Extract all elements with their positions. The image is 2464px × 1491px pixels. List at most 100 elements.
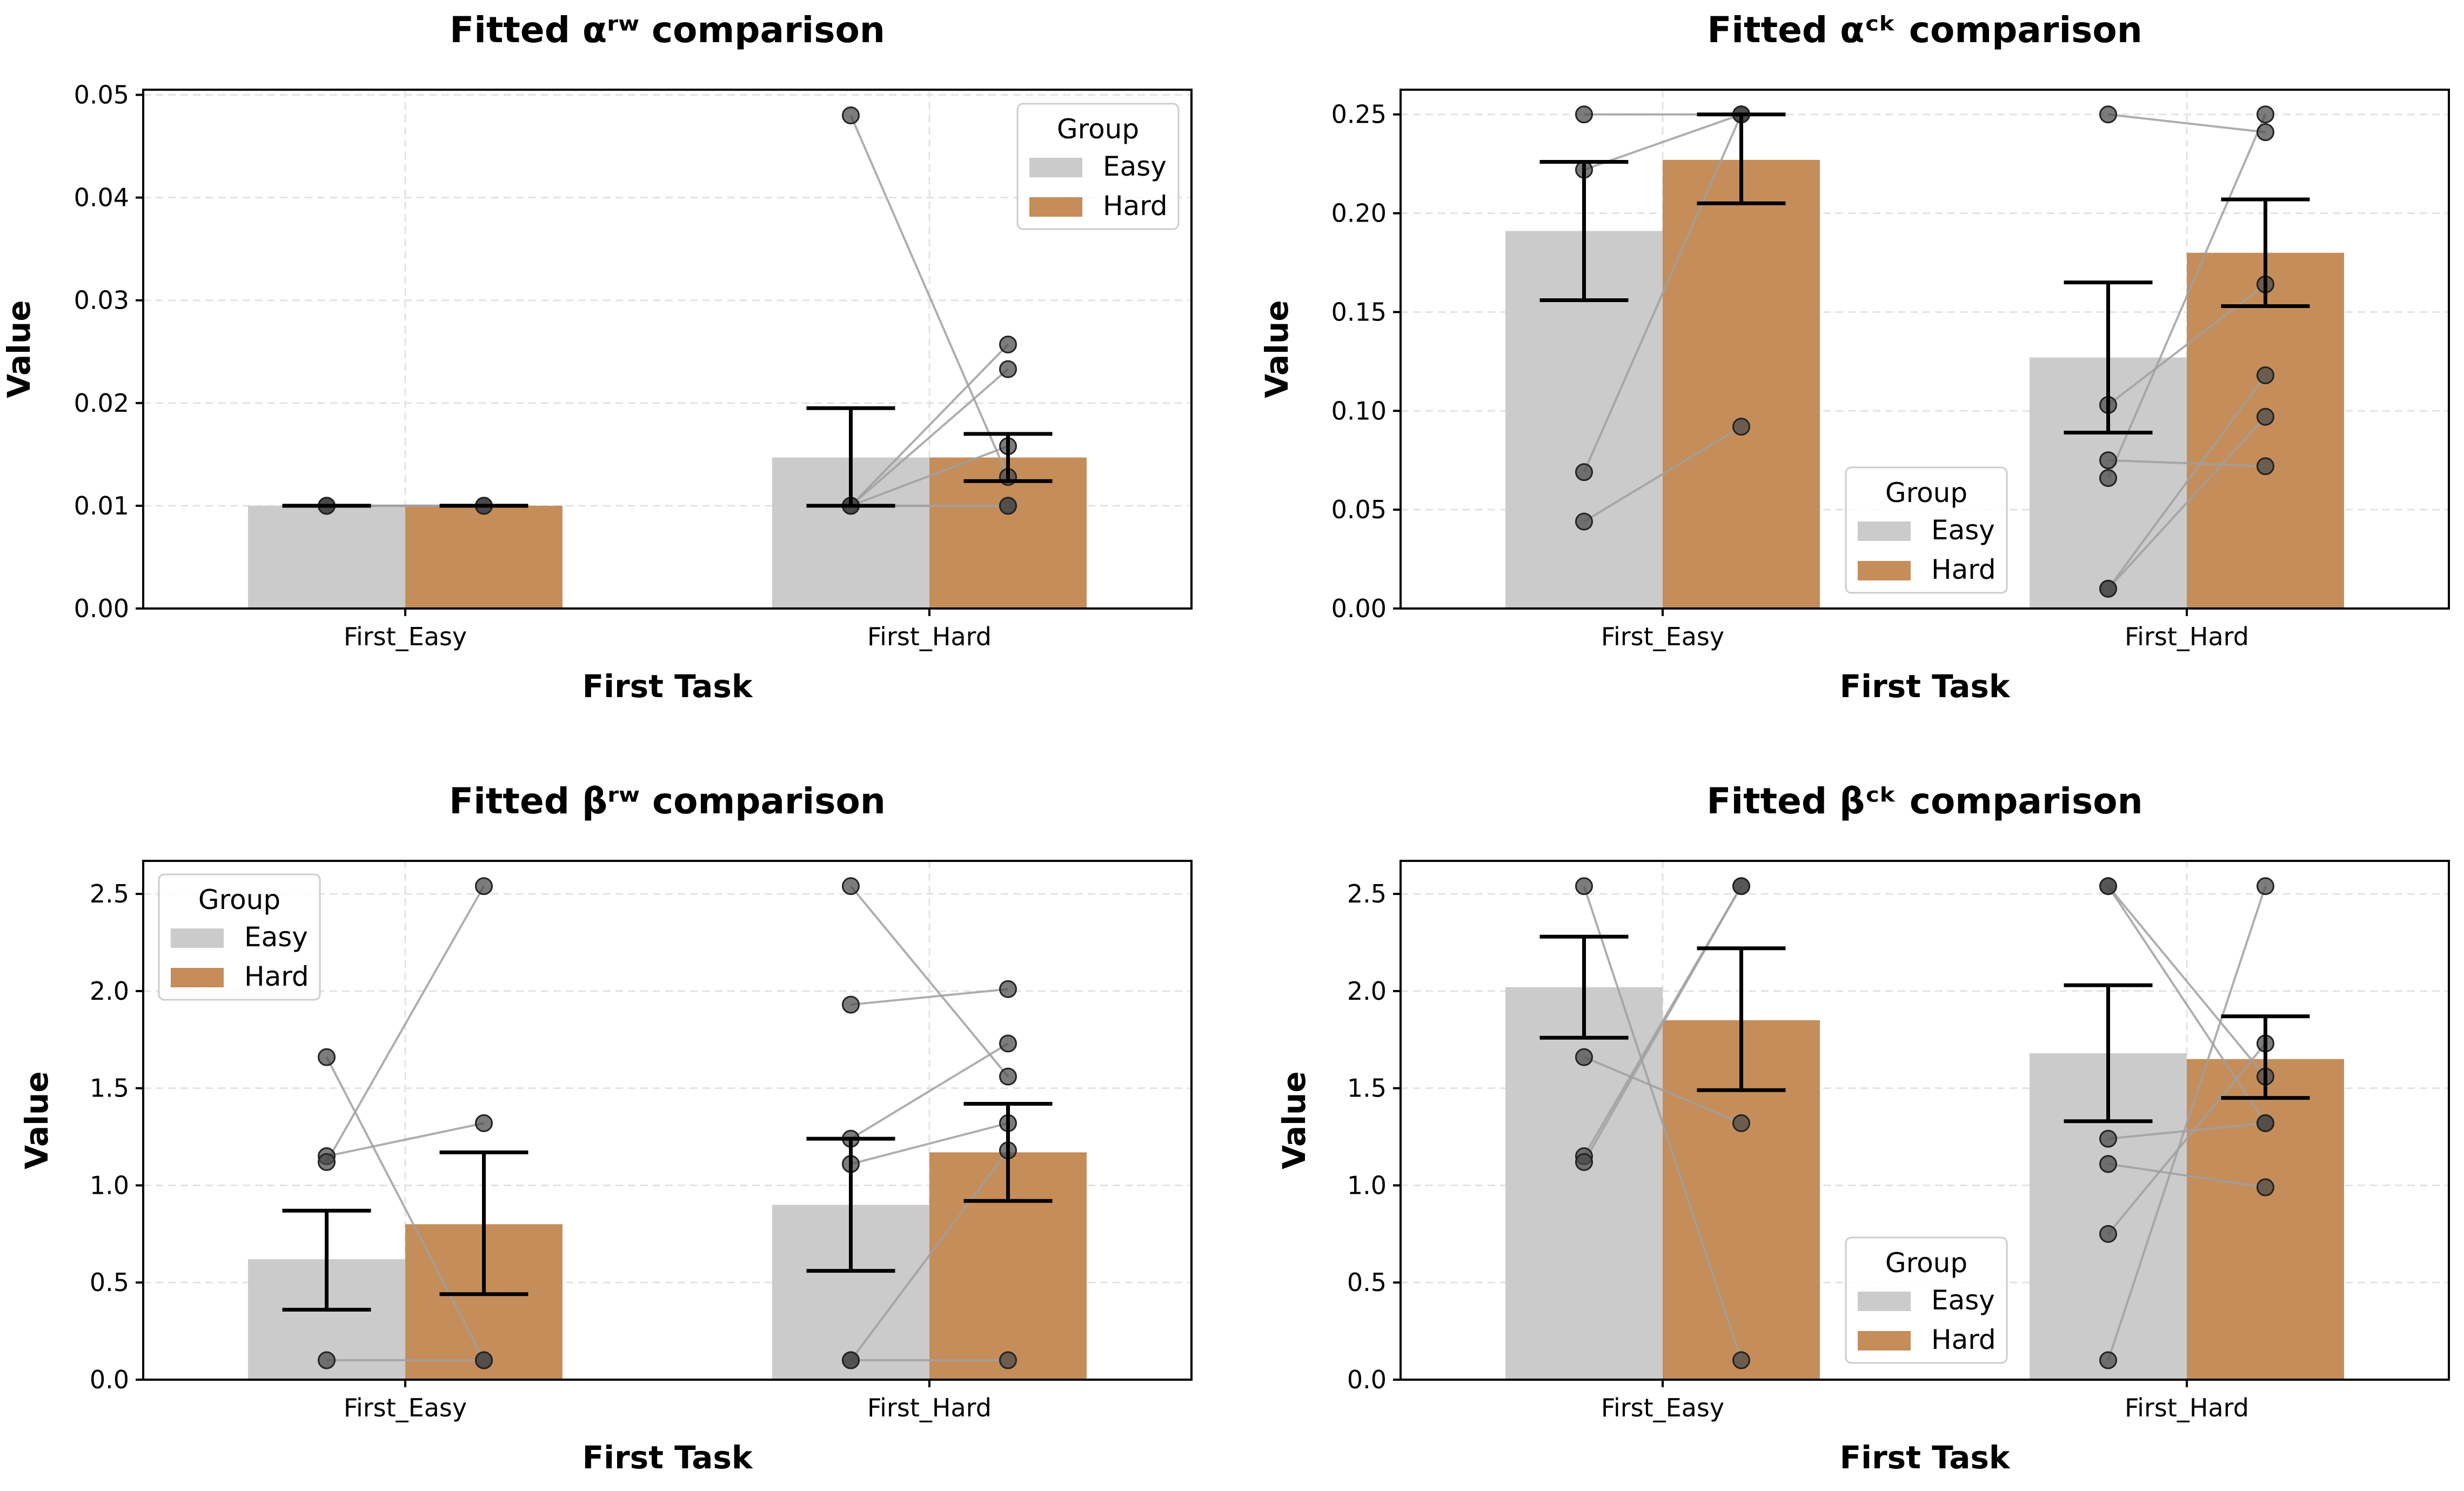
subject-point-easy [1575,1048,1593,1066]
legend-swatch-easy [1029,158,1082,177]
subject-point-easy [2099,451,2117,470]
bar-hard [1663,159,1820,609]
axes-frame [1400,860,2450,1381]
legend-title: Group [1885,1247,1967,1279]
subject-point-easy [2099,579,2117,598]
subject-point-hard [1732,1351,1750,1369]
subject-point-hard [999,980,1017,998]
bar-hard [2187,1059,2344,1380]
y-tick-label: 0.01 [74,491,129,520]
subject-point-hard [999,335,1017,353]
y-tick-label: 1.0 [1347,1171,1387,1200]
legend-swatch-easy [1858,521,1911,541]
subject-line [850,1042,1009,1140]
legend-title: Group [198,884,280,915]
subject-line [850,445,1009,507]
subject-line [1583,113,1743,473]
y-tick-label: 0.5 [1347,1268,1387,1297]
y-tick-label: 0.05 [74,81,129,110]
y-tick-label: 2.0 [90,977,129,1006]
y-tick-label: 0.5 [90,1268,129,1297]
bar-easy [1505,987,1663,1380]
subject-point-hard [475,1114,493,1132]
subject-point-hard [475,877,493,895]
y-tick-label: 1.5 [90,1074,129,1103]
subject-point-hard [2257,407,2274,426]
subject-line [2107,885,2267,1078]
subject-point-hard [2257,123,2274,142]
y-axis-label: Value [1258,300,1295,398]
y-tick-label: 0.00 [74,594,129,623]
subject-point-hard [999,497,1017,515]
axes-frame [142,860,1193,1381]
subject-point-easy [318,1048,336,1066]
x-tick-label: First_Easy [1601,1393,1724,1422]
subject-point-easy [842,995,860,1014]
subject-line [1583,1056,1742,1125]
y-tick-label: 1.0 [90,1171,129,1200]
chart-title: Fitted αᶜᵏ comparison [1707,9,2142,51]
subject-point-easy [1575,1153,1593,1171]
subject-point-easy [2099,469,2117,487]
subject-point-easy [2099,877,2117,895]
y-tick-label: 0.0 [90,1365,129,1394]
y-tick-label: 0.15 [1331,297,1387,326]
subject-line [325,885,485,1163]
subject-line [1583,885,1743,1163]
subject-line [849,115,1009,478]
y-tick-label: 0.04 [74,183,129,212]
chart-title: Fitted αʳʷ comparison [450,9,885,51]
subject-point-hard [2257,1114,2274,1132]
subject-point-easy [318,1351,336,1369]
subject-point-easy [2099,1155,2117,1173]
axes-frame [1400,89,2450,610]
subject-point-easy [2099,1129,2117,1148]
chart-panel-2: 0.00 0.05 0.10 0.15 0.20 0.25 First_Easy First_… [1258,9,2450,705]
subject-line [2108,1122,2266,1140]
subject-line [326,1122,484,1158]
subject-line [2107,886,2267,1361]
subject-point-easy [842,1351,860,1369]
x-tick-label: First_Hard [867,622,992,651]
y-tick-label: 0.25 [1331,100,1387,129]
subject-line [849,885,1009,1078]
legend: Group Easy Hard [1845,1236,2008,1364]
y-tick-label: 0.0 [1347,1365,1387,1394]
x-axis-label: First Task [1840,668,2011,705]
chart-title: Fitted βʳʷ comparison [449,780,886,822]
legend-swatch-easy [171,928,224,948]
y-tick-label: 0.03 [74,286,129,315]
x-axis-label: First Task [582,668,753,705]
subject-line [2107,885,2267,1124]
subject-line [2107,1042,2267,1235]
subject-line [325,1057,485,1361]
legend-label-hard: Hard [244,961,309,992]
subject-point-easy [842,877,860,895]
subject-point-hard [2257,1178,2274,1196]
legend-swatch-easy [1858,1292,1911,1311]
legend-label-hard: Hard [1931,1324,1996,1355]
x-tick-label: First_Easy [344,1393,467,1422]
subject-point-easy [1575,512,1593,531]
legend-title: Group [1885,477,1967,509]
subject-point-easy [1575,877,1593,895]
y-axis-label: Value [1276,1071,1313,1169]
y-axis-label: Value [1,300,37,398]
subject-point-easy [842,106,860,125]
legend-label-easy: Easy [1103,151,1167,182]
subject-point-hard [2257,105,2274,124]
y-tick-label: 0.10 [1331,396,1387,425]
subject-line [850,344,1009,507]
y-tick-label: 0.00 [1331,594,1387,623]
legend: Group Easy Hard [158,873,321,1001]
legend-label-hard: Hard [1931,554,1996,585]
subject-line [2108,1162,2266,1189]
legend: Group Easy Hard [1016,103,1180,230]
subject-line [2107,113,2267,479]
x-tick-label: First_Hard [867,1393,992,1422]
y-tick-label: 0.05 [1331,495,1387,524]
chart-panel-4: 0.0 0.5 1.0 1.5 2.0 2.5 First_Easy First_Hard Fi… [1276,780,2450,1476]
subject-point-hard [1732,418,1750,436]
subject-point-hard [999,1351,1017,1369]
